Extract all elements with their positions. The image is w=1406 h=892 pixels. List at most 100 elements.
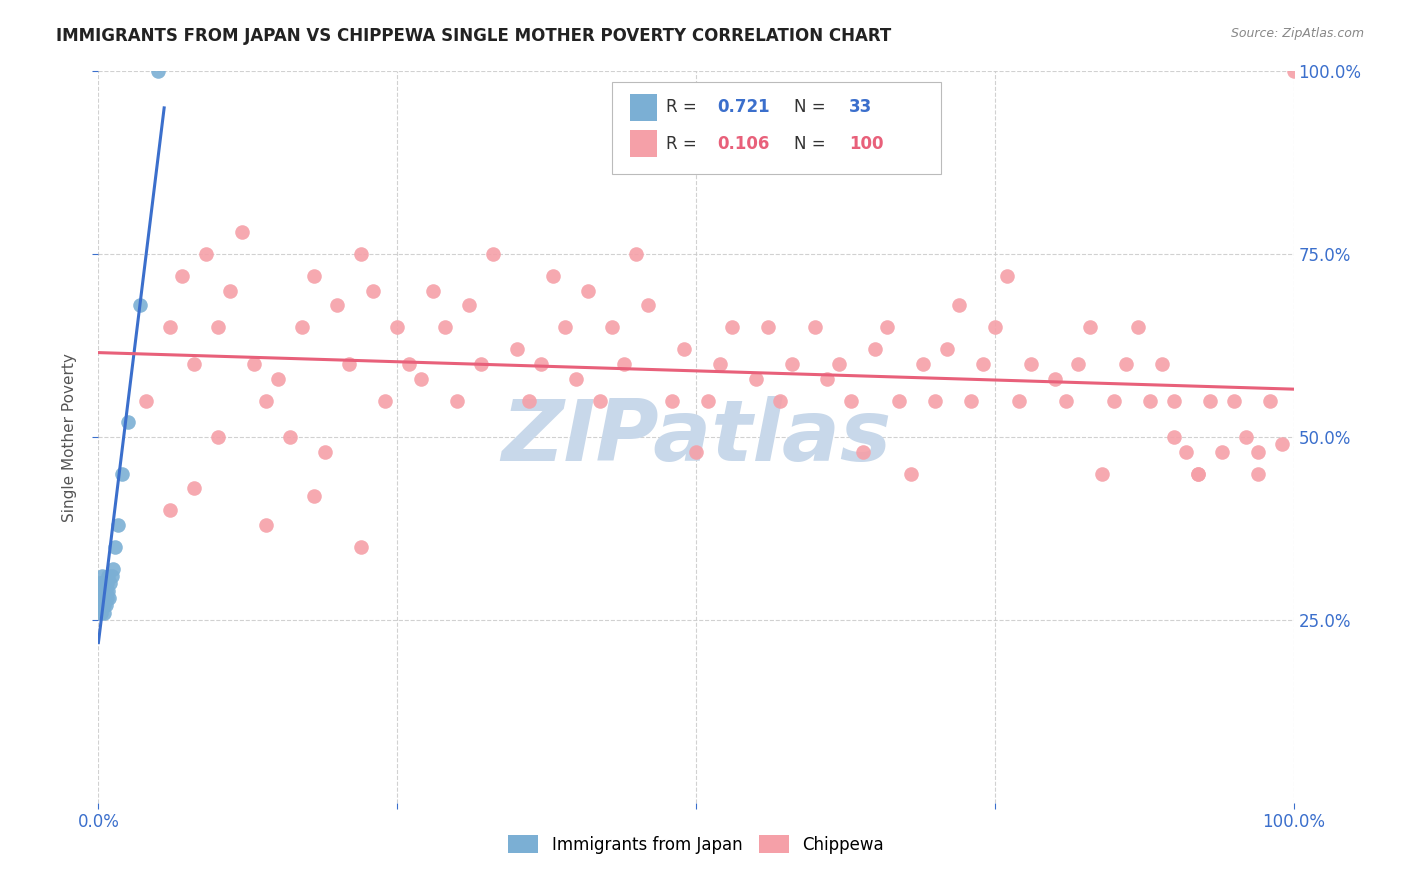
- Point: [1247, 467, 1270, 481]
- Point: [93, 591, 115, 605]
- Point: [98, 576, 122, 591]
- Point: [828, 357, 851, 371]
- Point: [1152, 357, 1174, 371]
- Point: [93, 599, 115, 613]
- Point: [90, 576, 112, 591]
- Point: [98, 591, 121, 605]
- Point: [129, 298, 152, 312]
- Point: [1211, 444, 1233, 458]
- Point: [231, 225, 253, 239]
- Point: [1008, 393, 1031, 408]
- Y-axis label: Single Mother Poverty: Single Mother Poverty: [62, 352, 77, 522]
- Point: [972, 357, 994, 371]
- Point: [506, 343, 529, 357]
- Point: [111, 467, 134, 481]
- Point: [1043, 371, 1066, 385]
- Point: [91, 583, 114, 598]
- Text: 33: 33: [849, 98, 872, 117]
- Point: [254, 517, 277, 532]
- Point: [96, 591, 118, 605]
- Point: [91, 569, 114, 583]
- Point: [1282, 64, 1305, 78]
- Point: [101, 562, 124, 576]
- Point: [91, 583, 114, 598]
- Point: [1187, 467, 1209, 481]
- Point: [1199, 393, 1222, 408]
- Point: [1163, 393, 1185, 408]
- Point: [578, 284, 600, 298]
- Point: [673, 343, 696, 357]
- Point: [697, 393, 720, 408]
- FancyBboxPatch shape: [613, 82, 941, 174]
- Point: [207, 320, 229, 334]
- Text: R =: R =: [666, 98, 702, 117]
- Point: [434, 320, 457, 334]
- Point: [172, 269, 194, 284]
- Point: [411, 371, 433, 385]
- Point: [1139, 393, 1161, 408]
- Point: [100, 569, 122, 583]
- Point: [374, 393, 396, 408]
- Point: [960, 393, 983, 408]
- Point: [207, 430, 229, 444]
- Point: [865, 343, 887, 357]
- Point: [219, 284, 242, 298]
- Point: [302, 269, 325, 284]
- Point: [602, 320, 624, 334]
- Text: N =: N =: [794, 135, 831, 153]
- Point: [613, 357, 636, 371]
- Point: [350, 540, 373, 554]
- Point: [107, 517, 129, 532]
- Point: [91, 576, 114, 591]
- Point: [554, 320, 576, 334]
- Point: [768, 393, 790, 408]
- Point: [780, 357, 803, 371]
- Point: [1187, 467, 1209, 481]
- Text: ZIPatlas: ZIPatlas: [501, 395, 891, 479]
- Point: [1056, 393, 1078, 408]
- Point: [89, 591, 111, 605]
- Point: [889, 393, 911, 408]
- Point: [984, 320, 1007, 334]
- Point: [104, 540, 127, 554]
- Point: [530, 357, 553, 371]
- Point: [1104, 393, 1126, 408]
- Point: [1080, 320, 1102, 334]
- FancyBboxPatch shape: [630, 94, 657, 121]
- Point: [745, 371, 768, 385]
- Point: [446, 393, 468, 408]
- Point: [470, 357, 492, 371]
- FancyBboxPatch shape: [630, 129, 657, 158]
- Point: [94, 583, 117, 598]
- Point: [852, 444, 875, 458]
- Point: [709, 357, 731, 371]
- Point: [541, 269, 564, 284]
- Point: [900, 467, 922, 481]
- Point: [637, 298, 659, 312]
- Text: N =: N =: [794, 98, 831, 117]
- Point: [995, 269, 1018, 284]
- Point: [1163, 430, 1185, 444]
- Point: [339, 357, 361, 371]
- Legend: Immigrants from Japan, Chippewa: Immigrants from Japan, Chippewa: [502, 829, 890, 860]
- Point: [936, 343, 959, 357]
- Point: [661, 393, 683, 408]
- Point: [876, 320, 898, 334]
- Point: [458, 298, 481, 312]
- Point: [97, 583, 120, 598]
- Point: [96, 576, 118, 591]
- Point: [398, 357, 420, 371]
- Point: [91, 599, 114, 613]
- Point: [90, 591, 112, 605]
- Point: [565, 371, 588, 385]
- Point: [93, 606, 115, 620]
- Point: [117, 416, 139, 430]
- Point: [159, 503, 181, 517]
- Text: Source: ZipAtlas.com: Source: ZipAtlas.com: [1230, 27, 1364, 40]
- Point: [89, 599, 111, 613]
- Point: [1019, 357, 1042, 371]
- Point: [89, 583, 111, 598]
- Point: [517, 393, 540, 408]
- Point: [302, 489, 325, 503]
- Point: [626, 247, 648, 261]
